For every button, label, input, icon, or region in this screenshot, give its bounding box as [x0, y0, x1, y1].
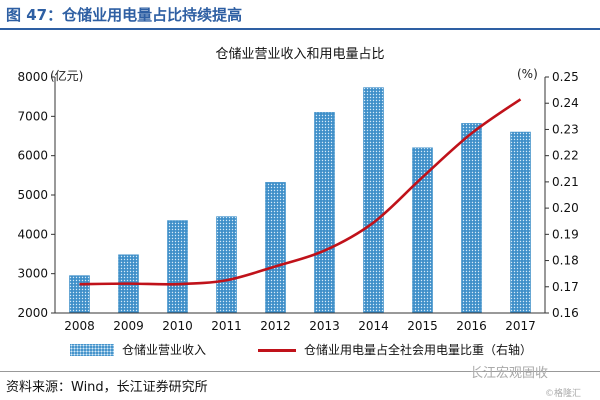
left-tick-label: 7000 — [17, 109, 48, 123]
right-tick-label: 0.17 — [552, 280, 579, 294]
left-tick-label: 8000 — [17, 70, 48, 84]
right-tick-label: 0.19 — [552, 227, 579, 241]
right-tick-label: 0.18 — [552, 254, 579, 268]
x-tick-label: 2015 — [407, 319, 438, 333]
bar-2017 — [510, 131, 531, 314]
ratio-line — [79, 98, 522, 286]
legend-item-ratio: 仓储业用电量占全社会用电量比重（右轴） — [258, 341, 558, 359]
watermark-subtext: ©格隆汇 — [545, 389, 582, 399]
right-tick-label: 0.23 — [552, 122, 579, 136]
figure-header: 图 47：仓储业用电量占比持续提高 — [0, 0, 600, 30]
bar-2008 — [69, 275, 90, 314]
bar-2011 — [216, 216, 237, 314]
right-tick-label: 0.16 — [552, 306, 579, 320]
left-tick-label: 3000 — [17, 267, 48, 281]
chart-title: 仓储业营业收入和用电量占比 — [215, 47, 385, 62]
legend-bar-swatch — [70, 344, 114, 356]
source-note: 资料来源：Wind，长江证券研究所 — [6, 380, 208, 395]
x-tick-label: 2010 — [162, 319, 193, 333]
right-tick-label: 0.25 — [552, 70, 579, 84]
axes-group: 2000 3000 4000 5000 6000 7000 8000 0.16 0.17 0.18… — [17, 70, 578, 333]
left-axis-unit: (亿元) — [50, 69, 84, 83]
right-tick-label: 0.24 — [552, 96, 579, 110]
footer-divider — [0, 371, 600, 372]
x-tick-label: 2012 — [260, 319, 291, 333]
watermark-text: 长江宏观固收 — [470, 366, 549, 381]
figure-title: 图 47：仓储业用电量占比持续提高 — [6, 6, 243, 24]
header-divider — [0, 28, 600, 30]
right-tick-label: 0.21 — [552, 175, 579, 189]
left-tick-label: 2000 — [17, 306, 48, 320]
x-tick-label: 2016 — [456, 319, 487, 333]
right-tick-label: 0.20 — [552, 201, 579, 215]
right-axis-unit: (%) — [517, 67, 538, 81]
bar-series-group — [69, 87, 531, 314]
bar-2012 — [265, 182, 286, 314]
legend-item-revenue: 仓储业营业收入 — [70, 341, 270, 359]
line-series-group — [79, 98, 522, 286]
right-tick-label: 0.22 — [552, 149, 579, 163]
x-tick-label: 2014 — [358, 319, 389, 333]
x-tick-label: 2013 — [309, 319, 340, 333]
x-tick-label: 2011 — [211, 319, 242, 333]
bar-2010 — [167, 220, 188, 314]
left-tick-label: 4000 — [17, 227, 48, 241]
x-tick-label: 2009 — [113, 319, 144, 333]
x-tick-label: 2008 — [64, 319, 95, 333]
bar-2015 — [412, 147, 433, 314]
left-tick-label: 5000 — [17, 188, 48, 202]
bar-2016 — [461, 123, 482, 314]
legend-label-revenue: 仓储业营业收入 — [122, 343, 207, 357]
legend-line-swatch — [258, 349, 296, 352]
bar-2013 — [314, 112, 335, 314]
bar-2014 — [363, 87, 384, 314]
left-tick-label: 6000 — [17, 149, 48, 163]
legend-label-ratio: 仓储业用电量占全社会用电量比重（右轴） — [304, 343, 533, 357]
x-tick-label: 2017 — [505, 319, 536, 333]
